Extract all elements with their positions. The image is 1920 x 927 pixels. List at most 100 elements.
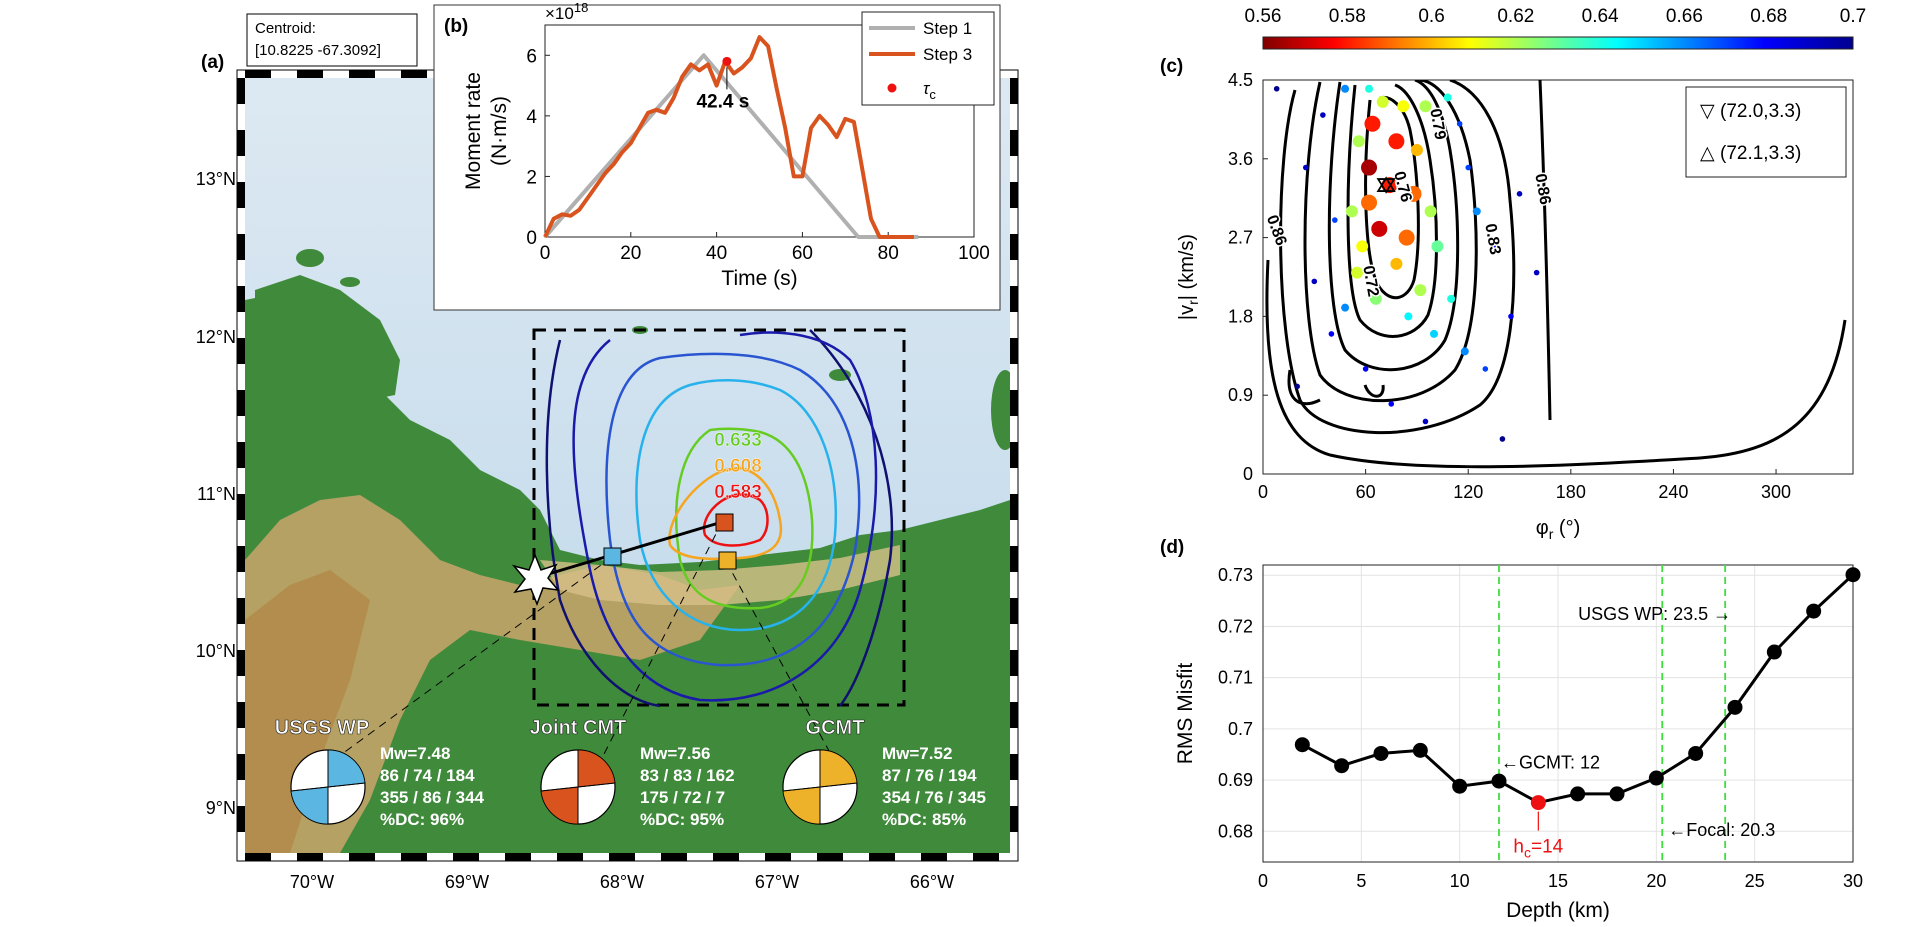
contour [605, 352, 861, 667]
frame-segment [973, 853, 999, 861]
contour [572, 331, 878, 702]
beachball-quadrant [290, 786, 329, 825]
frame-segment [237, 650, 245, 676]
frame-segment [297, 70, 323, 78]
x-tick-label: 60 [792, 243, 813, 264]
legend-label-sub: c [929, 87, 936, 102]
beachball-quadrant [540, 786, 579, 825]
contour-label: 0.608 [714, 456, 762, 477]
misfit-point [1404, 312, 1413, 321]
contour-label: 0.583 [714, 482, 762, 503]
colorbar-tick-label: 0.62 [1497, 6, 1534, 27]
misfit-point [1516, 191, 1523, 197]
mechanism-text: 86 / 74 / 184 [380, 766, 475, 785]
contour-outer [545, 329, 894, 708]
frame-segment [349, 853, 375, 861]
frame-segment [1010, 494, 1018, 520]
misfit-point [1412, 742, 1428, 758]
frame-segment [505, 853, 531, 861]
misfit-point [1334, 758, 1350, 774]
frame-segment [921, 853, 947, 861]
rupture-grid-panel: (c) 0.56 0.58 0.6 0.62 0.64 0.66 0.68 0.7 0 60 12… [1160, 6, 1866, 542]
misfit-contour [1303, 80, 1478, 403]
contour-labels: 0.633 0.608 0.583 [714, 430, 762, 503]
reference-label: ←GCMT: 12 [1501, 753, 1600, 773]
frame-segment [1010, 234, 1018, 260]
misfit-point [1491, 243, 1497, 250]
misfit-point [1447, 294, 1456, 303]
frame-segment [765, 853, 791, 861]
contour [635, 379, 837, 632]
beachball-leader-usgs [319, 556, 613, 771]
y-axis-label: RMS Misfit [1174, 663, 1197, 765]
y-tick-label: 2.7 [1228, 228, 1253, 248]
frame-segment [401, 853, 427, 861]
y-tick-label: 6 [526, 46, 537, 67]
y-tick-label: 0.71 [1218, 668, 1253, 688]
mechanism-text: 354 / 76 / 345 [882, 788, 986, 807]
misfit-point [1452, 778, 1468, 794]
legend: ▽ (72.0,3.3)△ (72.1,3.3) [1685, 86, 1847, 178]
misfit-point [1376, 95, 1389, 108]
misfit-point [1424, 205, 1437, 218]
map-coast-relief [540, 545, 900, 605]
y-tick-label: 1.8 [1228, 306, 1253, 326]
contour-label: 0.86 [1531, 172, 1553, 206]
mechanism-text: 83 / 83 / 162 [640, 766, 735, 785]
y-tick-label: 4 [526, 107, 537, 128]
misfit-point [1388, 133, 1405, 150]
focal-mechanisms: USGS WP Mw=7.48 86 / 74 / 184 355 / 86 / 34… [274, 717, 986, 829]
misfit-point [1373, 745, 1389, 761]
frame-segment [237, 286, 245, 312]
misfit-point [1491, 773, 1507, 789]
misfit-point [1806, 603, 1822, 619]
misfit-point [1431, 240, 1444, 253]
y-tick-label: 3.6 [1228, 149, 1253, 169]
beachball-leader-gcmt [725, 560, 836, 763]
misfit-contour [1346, 83, 1438, 338]
misfit-point [1341, 84, 1350, 93]
centroid-box [246, 13, 418, 67]
frame-segment [245, 70, 271, 78]
analysis-region-box [532, 328, 906, 707]
misfit-point [1419, 100, 1432, 113]
y-axis-label-sub: r [1185, 300, 1201, 305]
y-exponent-power: 18 [574, 0, 588, 15]
mechanism-text: %DC: 85% [882, 810, 966, 829]
frame-segment [237, 130, 245, 156]
y-tick-label: 0.73 [1218, 565, 1253, 585]
misfit-point [1460, 347, 1469, 356]
x-tick-label: 180 [1556, 482, 1586, 502]
panel-c-label: (c) [1160, 56, 1183, 77]
frame-segment [1010, 754, 1018, 780]
latitude-labels: 13°N 12°N 11°N 10°N 9°N [196, 169, 236, 818]
tau-c-point [722, 56, 732, 66]
misfit-point [1609, 786, 1625, 802]
frame-segment [237, 442, 245, 468]
frame-segment [817, 853, 843, 861]
map-ridge [245, 570, 370, 853]
y-tick-label: 0 [1243, 464, 1253, 484]
misfit-point [1443, 93, 1452, 102]
misfit-point [1727, 699, 1743, 715]
gcmt-centroid-marker [718, 551, 737, 570]
mechanism-text: 355 / 86 / 344 [380, 788, 485, 807]
mechanism-text: Mw=7.48 [380, 744, 450, 763]
misfit-point [1341, 303, 1350, 312]
misfit-point [1356, 240, 1369, 253]
frame-segment [237, 338, 245, 364]
centroid-value: [10.8225 -67.3092] [255, 42, 381, 59]
x-tick-label: 100 [958, 243, 990, 264]
y-axis-label: |vr| (km/s) [1176, 234, 1201, 320]
contour-label: 0.633 [714, 430, 762, 451]
legend-box [1685, 86, 1847, 178]
misfit-point [1352, 135, 1365, 148]
y-tick-label: 0.69 [1218, 770, 1253, 790]
misfit-contour [1364, 96, 1420, 299]
tau-c-label: 42.4 s [696, 91, 749, 112]
plot-frame [1262, 564, 1854, 863]
misfit-point [1570, 786, 1586, 802]
misfit-point [1361, 194, 1378, 211]
frame-segment [1010, 598, 1018, 624]
map-island [340, 277, 360, 287]
